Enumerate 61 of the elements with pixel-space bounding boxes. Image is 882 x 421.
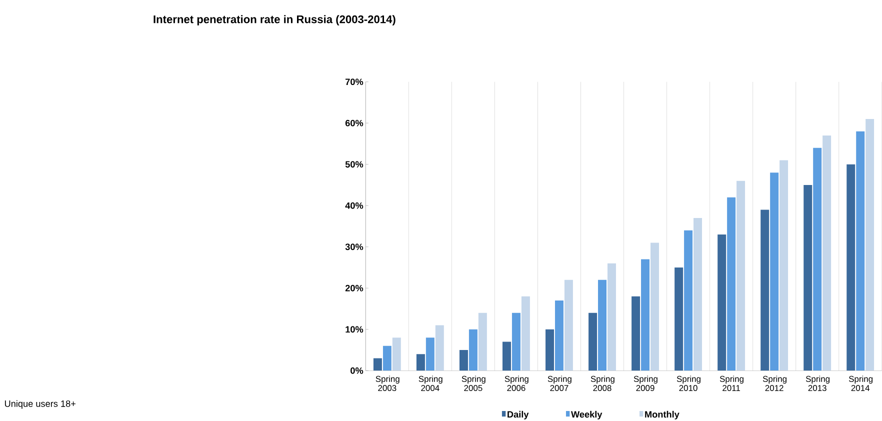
bar: [760, 210, 770, 371]
bar: [736, 180, 746, 371]
y-tick-label: 50%: [345, 161, 364, 168]
y-tick-label: 10%: [346, 326, 364, 333]
x-tick-label: Spring 2006: [504, 376, 528, 391]
bar: [478, 312, 487, 371]
bar: [546, 329, 554, 371]
text: Unique users 18+: [4, 400, 76, 409]
bar: [598, 280, 607, 371]
bar: [770, 172, 779, 371]
bar: [866, 118, 874, 371]
text: Internet penetration rate in Russia (2003-2014): [154, 15, 396, 26]
bar: [512, 312, 520, 371]
x-tick-label: Spring 2014: [848, 376, 873, 391]
bar: [459, 350, 468, 371]
bar: [822, 135, 832, 371]
bar: [382, 346, 392, 371]
bar: [607, 263, 616, 371]
bar: [468, 329, 478, 371]
bar: [856, 131, 865, 371]
legend-label: Daily: [508, 410, 529, 420]
x-tick-label: Spring 2005: [462, 376, 486, 391]
y-tick-label: 30%: [345, 244, 364, 250]
x-tick-label: Spring 2012: [762, 376, 786, 391]
y-tick-label: 20%: [345, 284, 364, 292]
x-tick-label: Spring 2009: [634, 376, 658, 391]
bar: [718, 234, 726, 371]
bar: [813, 148, 822, 371]
x-tick-label: Spring 2008: [590, 376, 614, 391]
bar: [554, 300, 564, 371]
y-tick-label: 60%: [345, 120, 364, 126]
bar: [502, 342, 511, 371]
x-tick-label: Spring 2004: [418, 376, 442, 391]
x-tick-label: Spring 2003: [376, 376, 400, 391]
legend-label: Weekly: [571, 410, 602, 420]
bar: [588, 312, 598, 371]
bar: [846, 164, 856, 371]
legend-label: Monthly: [645, 410, 680, 420]
bar: [674, 267, 684, 371]
x-tick-label: Spring 2007: [548, 376, 572, 391]
bar: [804, 184, 812, 371]
y-tick-label: 40%: [345, 202, 364, 209]
bar: [521, 296, 530, 371]
x-tick-label: Spring 2013: [806, 376, 830, 391]
bar: [564, 280, 573, 371]
y-tick-label: 0%: [350, 367, 364, 374]
bar: [684, 230, 693, 371]
bar: [426, 338, 434, 371]
bar: [694, 218, 702, 371]
x-tick-label: Spring 2010: [676, 376, 700, 391]
bar: [632, 296, 640, 371]
bar: [780, 160, 788, 371]
bar: [392, 338, 401, 371]
bar: [373, 358, 382, 371]
bar: [435, 325, 444, 371]
bar: [650, 242, 659, 371]
y-tick-label: 70%: [346, 78, 364, 85]
bar: [641, 259, 650, 371]
x-tick-label: Spring 2011: [720, 376, 744, 391]
bar: [416, 354, 425, 371]
bar: [727, 197, 736, 371]
